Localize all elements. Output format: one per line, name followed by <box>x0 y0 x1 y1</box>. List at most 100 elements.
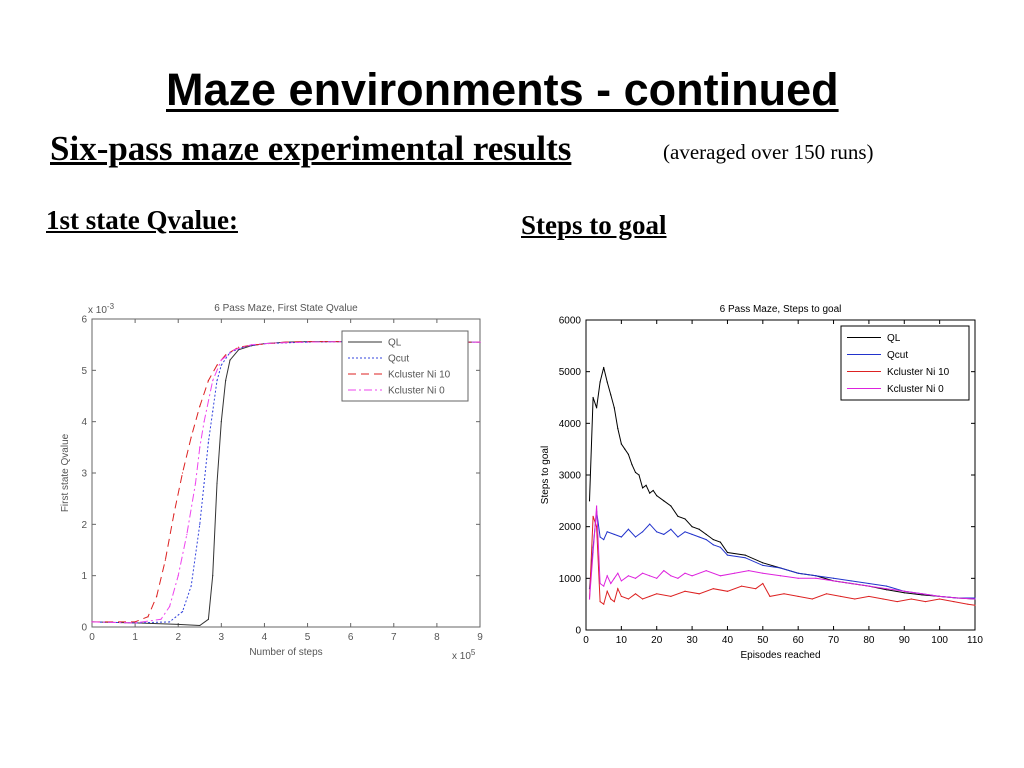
data-point <box>885 589 888 591</box>
y-tick-label: 1000 <box>559 574 582 585</box>
data-point <box>924 600 927 603</box>
data-point <box>479 341 481 343</box>
x-axis-label: Number of steps <box>249 647 322 658</box>
y-tick-label: 2000 <box>559 522 582 533</box>
y-tick-label: 6 <box>81 315 87 326</box>
data-point <box>306 341 309 343</box>
data-point <box>603 366 605 369</box>
data-point <box>220 359 222 361</box>
data-point <box>613 577 615 579</box>
data-point <box>596 526 598 528</box>
data-point <box>974 604 976 606</box>
data-point <box>613 533 615 536</box>
data-point <box>610 394 612 396</box>
legend-entry: QL <box>388 338 402 349</box>
data-point <box>620 536 622 538</box>
data-point <box>712 588 714 590</box>
series-line-kcluster-ni-10 <box>92 341 480 623</box>
x-axis-label: Episodes reached <box>740 650 820 661</box>
data-point <box>663 569 665 572</box>
steps-section-label: Steps to goal <box>521 210 667 240</box>
data-point <box>705 569 707 572</box>
data-point <box>783 593 785 595</box>
x-tick-label: 4 <box>262 632 268 643</box>
data-point <box>599 381 601 383</box>
y-multiplier-base: x 10 <box>88 305 107 316</box>
data-point <box>670 595 672 598</box>
data-point <box>610 582 612 585</box>
data-point <box>599 600 601 603</box>
data-point <box>134 622 136 624</box>
data-point <box>645 484 647 486</box>
averaging-note: (averaged over 150 runs) <box>663 140 874 164</box>
x-tick-label: 30 <box>687 635 699 646</box>
data-point <box>652 489 654 492</box>
data-point <box>910 598 912 600</box>
data-point <box>779 567 782 569</box>
data-point <box>684 590 686 592</box>
legend-entry: Kcluster Ni 10 <box>388 370 451 381</box>
data-point <box>868 595 870 598</box>
data-point <box>684 518 686 520</box>
data-point <box>627 453 630 455</box>
x-tick-label: 2 <box>175 632 181 643</box>
data-point <box>603 585 605 587</box>
y-tick-label: 5 <box>81 366 87 377</box>
data-point <box>181 611 184 613</box>
data-point <box>134 621 136 623</box>
data-point <box>250 344 253 346</box>
x-tick-label: 110 <box>967 635 983 646</box>
data-point <box>885 588 888 590</box>
data-point <box>207 618 209 620</box>
data-point <box>220 421 222 423</box>
y-tick-label: 3000 <box>559 471 582 482</box>
data-point <box>194 482 197 484</box>
data-point <box>712 538 714 541</box>
data-point <box>744 554 746 556</box>
data-point <box>762 564 764 567</box>
data-point <box>169 621 171 623</box>
data-point <box>641 487 644 489</box>
data-point <box>797 572 799 574</box>
data-point <box>656 531 658 533</box>
data-point <box>705 533 707 536</box>
data-point <box>815 577 817 579</box>
data-point <box>620 443 622 445</box>
data-point <box>207 441 209 443</box>
steps-chart: 6 Pass Maze, Steps to goal 0 10 20 30 40 50 60 7… <box>540 304 983 661</box>
data-point <box>677 515 679 517</box>
data-point <box>797 577 799 579</box>
data-point <box>596 505 598 507</box>
data-point <box>212 410 214 412</box>
x-tick-label: 7 <box>391 632 397 643</box>
x-tick-label: 50 <box>757 635 769 646</box>
data-point <box>719 546 721 548</box>
data-point <box>656 495 658 497</box>
x-tick-label: 3 <box>219 632 225 643</box>
data-point <box>726 551 729 554</box>
data-point <box>638 474 640 476</box>
data-point <box>237 346 240 348</box>
legend-entry: Kcluster Ni 0 <box>887 384 944 395</box>
legend-entry: QL <box>887 333 901 344</box>
data-point <box>216 380 218 382</box>
data-point <box>212 575 214 577</box>
data-point <box>868 585 870 587</box>
data-point <box>207 380 209 382</box>
data-point <box>677 536 679 538</box>
data-point <box>691 526 693 528</box>
data-point <box>741 585 743 587</box>
data-point <box>649 575 651 577</box>
data-point <box>617 588 619 590</box>
data-point <box>588 500 591 502</box>
data-point <box>677 577 679 579</box>
data-point <box>903 592 905 594</box>
y-multiplier-exponent: -3 <box>107 302 115 311</box>
data-point <box>216 364 218 366</box>
data-point <box>199 405 201 407</box>
data-point <box>755 588 757 590</box>
data-point <box>670 505 672 507</box>
data-point <box>272 342 274 344</box>
data-point <box>160 618 162 620</box>
data-point <box>606 590 608 592</box>
